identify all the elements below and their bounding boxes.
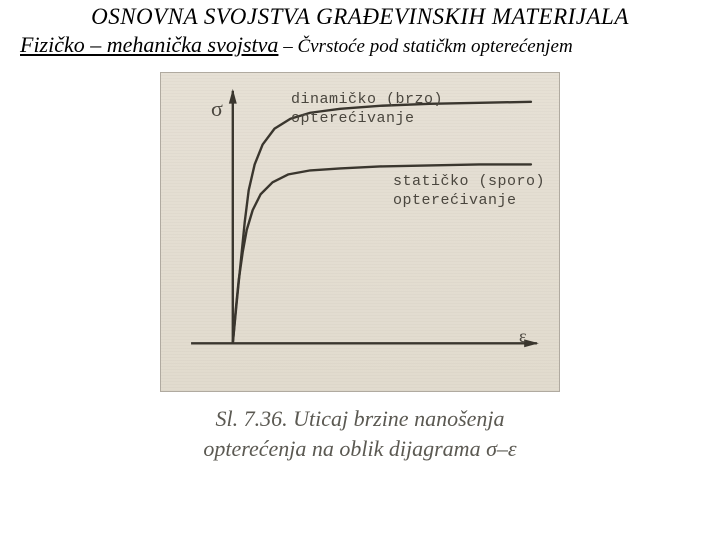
y-axis-label: σ — [211, 95, 223, 123]
title-line2: Fizičko – mehanička svojstva – Čvrstoće … — [20, 32, 700, 58]
figure: σ ε dinamičko (brzo) opterećivanje stati… — [160, 72, 560, 463]
header: OSNOVNA SVOJSTVA GRAĐEVINSKIH MATERIJALA… — [0, 0, 720, 64]
title-line2-sub: – Čvrstoće pod statičkm opterećenjem — [278, 36, 572, 57]
stress-strain-graph: σ ε dinamičko (brzo) opterećivanje stati… — [160, 72, 560, 392]
curve-label-static: statičko (sporo) opterećivanje — [393, 173, 545, 211]
caption-prefix: Sl. 7.36. Uticaj brzine nanošenja optere… — [203, 406, 504, 461]
x-axis-label: ε — [519, 325, 527, 348]
curve-label-dynamic: dinamičko (brzo) opterećivanje — [291, 91, 443, 129]
caption-symbol: σ–ε — [486, 436, 517, 461]
figure-caption: Sl. 7.36. Uticaj brzine nanošenja optere… — [180, 404, 540, 463]
title-line2-main: Fizičko – mehanička svojstva — [20, 32, 278, 57]
title-line1: OSNOVNA SVOJSTVA GRAĐEVINSKIH MATERIJALA — [20, 4, 700, 30]
